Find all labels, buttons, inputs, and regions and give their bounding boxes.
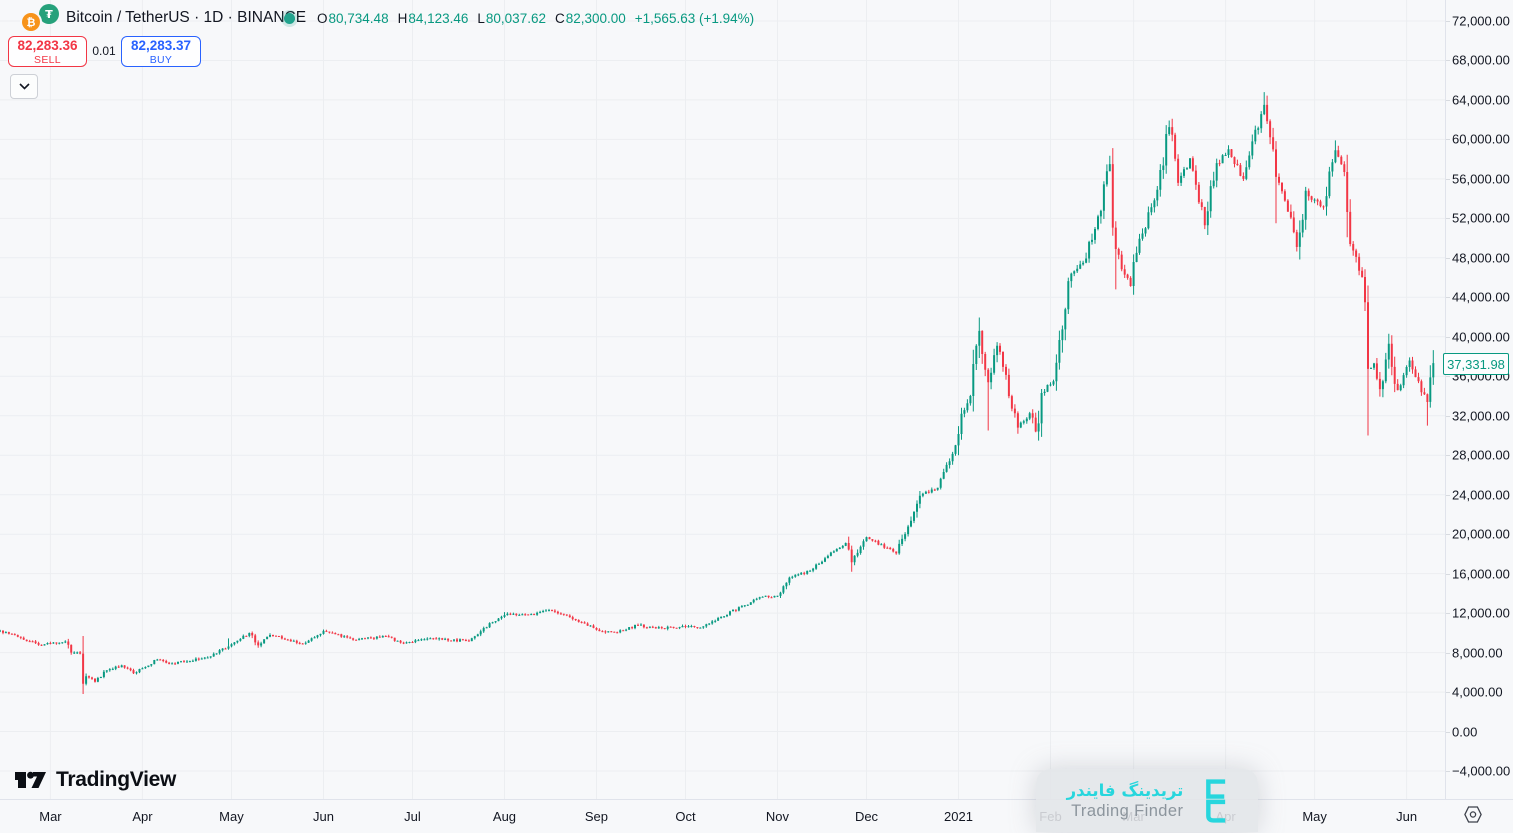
low-value: 80,037.62 [485,11,546,26]
close-value: 82,300.00 [565,11,626,26]
price-axis-tick [1446,139,1450,141]
price-axis-tick [1446,178,1450,180]
price-axis-label: 40,000.00 [1452,329,1510,345]
price-axis-label: 8,000.00 [1452,645,1503,661]
time-axis-label: Dec [854,809,879,824]
price-axis-label: 60,000.00 [1452,131,1510,147]
time-axis-label: May [1302,809,1327,824]
price-axis-tick [1446,21,1450,22]
price-axis-tick [1446,218,1450,220]
price-axis-tick [1446,415,1450,417]
price-chart-canvas[interactable] [0,0,1445,799]
chevron-down-icon [18,83,30,90]
gear-icon [1464,806,1482,823]
time-axis-label: 2021 [944,809,973,824]
time-axis-label: Nov [765,809,790,824]
price-axis-tick [1446,771,1450,772]
ohlc-values: O80,734.48 H84,123.46 L80,037.62 C82,300.00… [317,11,754,26]
collapse-trade-panel-button[interactable] [10,74,38,99]
chart-gridlines [0,0,1445,799]
price-axis-tick [1446,494,1450,496]
change-value: +1,565.63 [634,11,696,26]
symbol-pair-logo[interactable]: ₮ ₿ [22,3,62,33]
price-axis-tick [1446,613,1450,615]
price-axis-tick [1446,336,1450,338]
symbol-title[interactable]: Bitcoin / TetherUS · 1D · BINANCE [66,9,307,26]
buy-price: 82,283.37 [130,37,192,53]
time-axis-label: May [219,809,244,824]
time-axis-label: Jun [1396,809,1418,824]
trading-finder-logo-icon [1206,778,1226,823]
time-axis-label: Apr [132,809,153,824]
market-status-icon[interactable] [284,13,295,24]
price-axis-label: 48,000.00 [1452,250,1510,266]
price-axis-tick [1446,297,1450,299]
time-axis-label: Mar [39,809,62,824]
open-value: 80,734.48 [328,11,389,26]
time-axis-label: Jun [312,809,334,824]
price-axis-label: 44,000.00 [1452,289,1510,305]
price-axis-tick [1446,652,1450,654]
high-value: 84,123.46 [408,11,469,26]
last-price-badge: 37,331.98 [1443,353,1509,375]
time-axis-label: Jul [404,809,421,824]
time-axis-label: Sep [584,809,609,824]
tether-icon: ₮ [39,4,59,24]
price-axis-label: 32,000.00 [1452,408,1510,424]
change-percent: (+1.94%) [698,11,755,26]
close-label: C [554,11,565,26]
bitcoin-icon: ₿ [22,13,40,31]
tradingview-mark-icon [15,771,46,788]
time-axis-label: Aug [492,809,517,824]
tradingview-logo-text: TradingView [56,768,177,791]
sell-button[interactable]: 82,283.36 SELL [8,36,87,67]
price-axis-tick [1446,99,1450,101]
buy-label: BUY [149,53,173,66]
spread-value: 0.01 [92,44,116,58]
price-axis-label: 12,000.00 [1452,605,1510,621]
price-axis-tick [1446,731,1450,733]
price-axis-label: 28,000.00 [1452,447,1510,463]
tradingview-logo[interactable]: TradingView [14,767,176,793]
price-axis-label: 24,000.00 [1452,487,1510,503]
sell-label: SELL [34,53,61,66]
price-axis-label: 16,000.00 [1452,566,1510,582]
watermark-english-text: Trading Finder [1071,801,1184,820]
price-axis-label: 64,000.00 [1452,92,1510,108]
axis-settings-button[interactable] [1464,806,1482,823]
time-axis-label: Oct [675,809,696,824]
candlesticks [0,92,1435,694]
low-label: L [477,11,485,26]
price-axis-label: 0.00 [1452,724,1478,740]
price-axis-label: 20,000.00 [1452,526,1510,542]
price-axis-tick [1446,257,1450,259]
sell-price: 82,283.36 [17,37,78,53]
watermark-persian-text: تریدینگ فایندر [1066,780,1184,800]
price-axis-label: 52,000.00 [1452,210,1510,226]
price-axis-tick [1446,573,1450,575]
price-axis-label: 56,000.00 [1452,171,1510,187]
trading-finder-watermark: تریدینگ فایندر Trading Finder [1036,769,1258,832]
price-axis-tick [1446,534,1450,536]
price-axis-label: 4,000.00 [1452,684,1503,700]
open-label: O [317,11,328,26]
high-label: H [397,11,408,26]
buy-button[interactable]: 82,283.37 BUY [121,36,201,67]
price-axis[interactable]: 72,000.00 68,000.00 64,000.00 60,000.00 56,0… [1445,0,1513,799]
price-axis-tick [1446,455,1450,457]
price-axis-tick [1446,692,1450,694]
price-axis-label: 68,000.00 [1452,52,1510,68]
price-axis-tick [1446,60,1450,62]
price-axis-tick [1446,376,1450,378]
price-axis-label: −4,000.00 [1452,763,1511,779]
price-axis-label: 72,000.00 [1452,13,1510,29]
time-axis[interactable]: MarAprMayJunJulAugSepOctNovDec2021FebMar… [0,799,1513,833]
